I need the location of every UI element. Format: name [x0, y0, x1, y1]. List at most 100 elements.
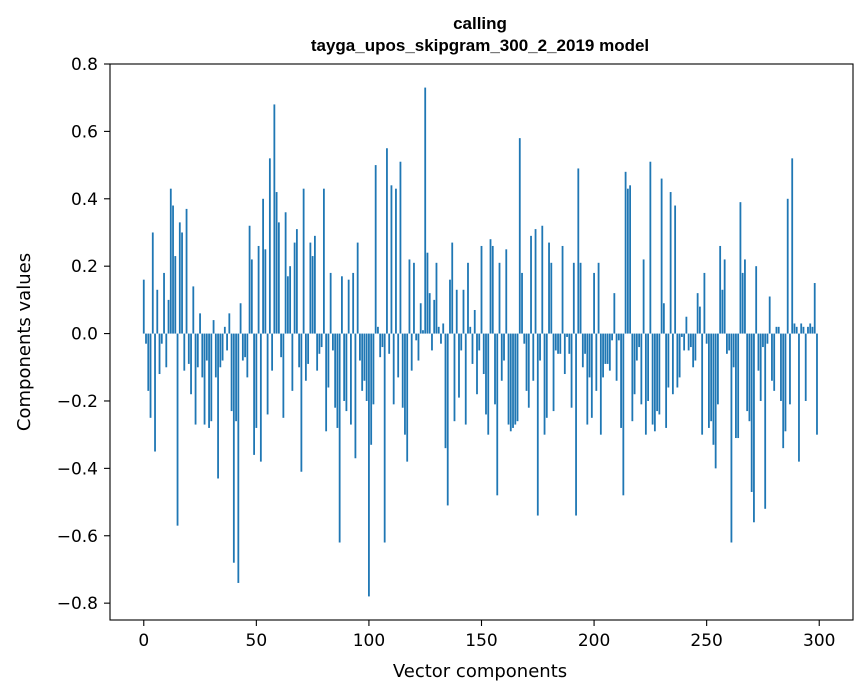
bar-143	[464, 333, 467, 425]
bar-137	[451, 242, 454, 334]
bar-95	[356, 242, 359, 334]
bar-185	[559, 333, 562, 354]
bar-125	[424, 87, 427, 334]
bar-202	[597, 262, 600, 334]
y-tick-label: −0.2	[57, 392, 98, 412]
bar-148	[476, 333, 478, 395]
bar-66	[291, 333, 294, 391]
bar-160	[503, 333, 505, 361]
bar-171	[527, 333, 530, 408]
bar-286	[786, 198, 789, 334]
bar-230	[660, 178, 663, 334]
bar-182	[552, 333, 555, 412]
bar-174	[534, 229, 537, 334]
y-tick-label: 0.6	[71, 122, 98, 142]
bar-122	[417, 333, 420, 361]
bar-277	[766, 333, 769, 344]
bar-42	[237, 333, 240, 583]
bar-208	[611, 333, 613, 341]
bar-249	[703, 272, 706, 334]
x-tick-label: 250	[690, 631, 722, 651]
bar-110	[390, 185, 393, 334]
bar-105	[379, 333, 382, 358]
bar-292	[800, 323, 803, 334]
bar-153	[487, 333, 490, 435]
bar-195	[581, 333, 584, 368]
bar-107	[383, 333, 386, 543]
bar-169	[523, 333, 526, 344]
bar-0	[142, 279, 145, 334]
bar-179	[545, 333, 548, 418]
bar-155	[491, 245, 494, 334]
bar-63	[284, 212, 287, 334]
bar-88	[341, 276, 343, 334]
bar-129	[433, 299, 436, 334]
bar-194	[579, 262, 582, 334]
bar-102	[372, 333, 375, 405]
bar-37	[226, 333, 228, 351]
x-tick-label: 200	[578, 631, 610, 651]
bar-120	[413, 262, 415, 334]
bar-173	[532, 333, 535, 381]
bar-118	[408, 259, 411, 334]
y-axis-ticks: −0.8 −0.6 −0.4 −0.2 0.0 0.2 0.4 0.6 0.8	[57, 55, 110, 614]
bar-28	[205, 333, 208, 361]
bar-278	[768, 296, 771, 334]
bar-162	[507, 333, 510, 425]
bar-262	[732, 333, 735, 368]
bar-115	[401, 333, 404, 408]
bar-159	[500, 333, 503, 381]
x-tick-label: 50	[246, 631, 268, 651]
bar-176	[539, 333, 541, 361]
bar-114	[399, 161, 402, 334]
bar-10	[165, 333, 168, 368]
bar-30	[210, 333, 213, 422]
bar-264	[737, 333, 740, 439]
bar-62	[282, 333, 285, 418]
bar-158	[498, 262, 501, 334]
bar-223	[644, 333, 647, 435]
bar-123	[419, 303, 422, 334]
bar-170	[525, 333, 528, 391]
bar-203	[599, 333, 602, 435]
bar-225	[649, 161, 652, 334]
bar-52	[259, 333, 262, 462]
bar-200	[593, 272, 595, 334]
bar-268	[746, 333, 749, 412]
bar-51	[257, 245, 260, 334]
bar-23	[194, 333, 197, 425]
bar-149	[478, 333, 481, 351]
bar-244	[692, 333, 695, 368]
bar-214	[624, 171, 627, 334]
bar-150	[480, 245, 483, 334]
bar-276	[764, 333, 767, 509]
bar-70	[300, 333, 303, 472]
bar-97	[361, 333, 364, 391]
bar-272	[755, 266, 758, 334]
bar-108	[386, 148, 388, 334]
bar-253	[712, 333, 715, 445]
bar-196	[584, 333, 586, 354]
bar-38	[228, 313, 231, 334]
bar-86	[336, 333, 339, 428]
bar-218	[633, 333, 636, 395]
bar-192	[575, 333, 577, 516]
x-tick-label: 150	[465, 631, 497, 651]
bar-14	[174, 256, 177, 334]
bars-group	[142, 87, 818, 597]
bar-18	[183, 333, 186, 371]
chart-title: calling	[453, 14, 507, 33]
bar-146	[471, 333, 474, 364]
bar-139	[455, 289, 458, 334]
bar-75	[311, 256, 314, 334]
bar-74	[309, 242, 312, 334]
y-tick-label: 0.0	[71, 325, 98, 345]
bar-16	[178, 222, 181, 334]
bar-43	[239, 303, 242, 334]
bar-279	[771, 333, 773, 381]
bar-220	[638, 333, 641, 348]
bar-91	[347, 279, 350, 334]
bar-93	[352, 272, 355, 334]
bar-73	[307, 333, 310, 364]
bar-82	[327, 333, 330, 388]
